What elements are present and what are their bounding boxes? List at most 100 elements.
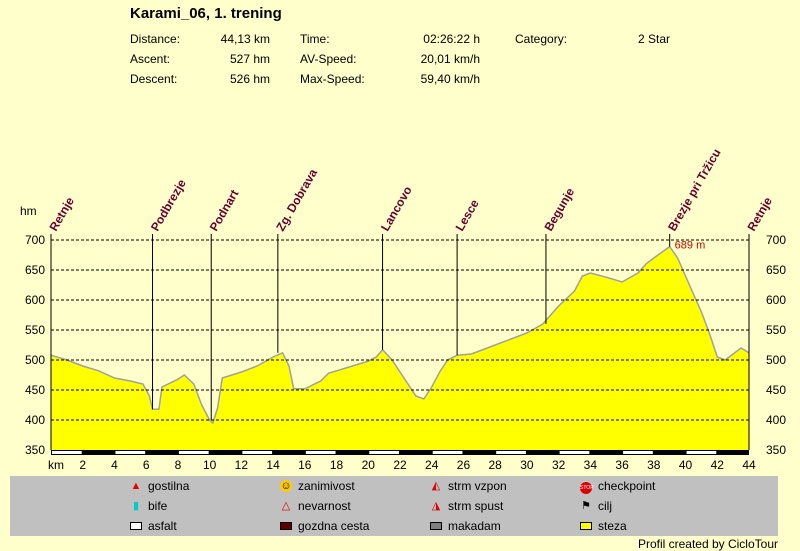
y-tick-label-right: 350 — [766, 443, 786, 457]
legend-label: checkpoint — [598, 479, 656, 493]
legend-label: zanimivost — [298, 479, 355, 493]
x-tick-label: 20 — [362, 458, 376, 472]
waypoint-label: Brezje pri Tržicu — [665, 146, 723, 233]
x-tick-label: 32 — [552, 458, 566, 472]
x-tick-label: 28 — [489, 458, 503, 472]
legend-label: nevarnost — [298, 499, 351, 513]
x-tick-label: 4 — [111, 458, 118, 472]
asphalt-swatch — [130, 522, 142, 530]
legend-label: cilj — [598, 499, 612, 513]
x-tick-label: 44 — [742, 458, 756, 472]
legend-label: strm vzpon — [448, 479, 507, 493]
legend-item: steza — [580, 519, 627, 533]
x-tick-label: 26 — [457, 458, 471, 472]
y-tick-label-left: 700 — [25, 233, 45, 247]
distance-bar-segment — [242, 451, 273, 454]
waypoint-label: Retnje — [46, 194, 77, 233]
stat-value: 44,13 km — [220, 32, 270, 46]
x-tick-label: 22 — [393, 458, 407, 472]
danger-icon: △ — [281, 500, 291, 512]
stat-label: Time: — [300, 32, 330, 46]
y-tick-label-right: 500 — [766, 353, 786, 367]
stat-value: 20,01 km/h — [420, 52, 480, 66]
route-title: Karami_06, 1. trening — [130, 5, 282, 22]
legend-item: ◮ strm spust — [430, 499, 504, 513]
y-tick-label-right: 600 — [766, 293, 786, 307]
distance-bar-segment — [52, 451, 82, 454]
stat-value: 526 hm — [229, 72, 270, 86]
y-tick-label-right: 550 — [766, 323, 786, 337]
legend-label: strm spust — [448, 499, 504, 513]
waypoint-label: Lancovo — [378, 184, 415, 234]
stat-label: Descent: — [130, 72, 178, 86]
x-tick-label: 30 — [520, 458, 534, 472]
trail-swatch — [580, 522, 592, 530]
y-tick-label-left: 600 — [25, 293, 45, 307]
steep-climb-icon: ◭ — [431, 480, 441, 492]
legend-label: steza — [598, 519, 627, 533]
max-elevation-label: 689 m — [675, 240, 706, 252]
x-tick-label: 38 — [647, 458, 661, 472]
distance-bar — [51, 450, 749, 455]
legend-label: gozdna cesta — [298, 519, 370, 533]
y-tick-label-left: 350 — [25, 443, 45, 457]
waypoint-label: Retnje — [744, 194, 775, 233]
legend-label: gostilna — [148, 479, 190, 493]
distance-bar-segment — [623, 451, 653, 454]
x-tick-label: 40 — [679, 458, 693, 472]
distance-bar-segment — [178, 451, 209, 454]
x-tick-label: 10 — [203, 458, 217, 472]
y-tick-label-left: 500 — [25, 353, 45, 367]
distance-bar-segment — [686, 451, 717, 454]
legend-item: ◭ strm vzpon — [430, 479, 507, 493]
y-tick-label-right: 700 — [766, 233, 786, 247]
stat-value: 2 Star — [637, 32, 670, 46]
waypoint-label: Begunje — [541, 185, 577, 233]
smiley-icon: ☺ — [280, 480, 292, 492]
y-tick-label-left: 400 — [25, 413, 45, 427]
x-tick-label: 2 — [79, 458, 86, 472]
legend-item: STOP checkpoint — [580, 479, 656, 494]
waypoint-label: Podbrezje — [148, 177, 189, 234]
x-tick-label: 36 — [615, 458, 629, 472]
legend-label: bife — [148, 499, 168, 513]
elevation-area — [51, 246, 749, 450]
stop-icon: STOP — [580, 480, 594, 494]
elevation-chart: 350 350 400 400 450 450 500 500 550 550 600 600 650 6… — [20, 146, 786, 472]
x-tick-label: 34 — [584, 458, 598, 472]
forest-road-swatch — [280, 522, 292, 530]
stat-label: Distance: — [130, 32, 181, 46]
stat-value: 527 hm — [229, 52, 270, 66]
x-tick-label: 24 — [425, 458, 439, 472]
y-tick-label-right: 650 — [766, 263, 786, 277]
y-tick-label-right: 400 — [766, 413, 786, 427]
restaurant-icon: ▲ — [130, 480, 142, 492]
legend-item: asfalt — [130, 519, 177, 533]
x-tick-label: 18 — [330, 458, 344, 472]
steep-descent-icon: ◮ — [431, 500, 441, 512]
legend-item: ▲ gostilna — [130, 479, 190, 493]
distance-bar-segment — [305, 451, 336, 454]
legend-item: ⚑ cilj — [580, 499, 612, 513]
legend-item: ☺ zanimivost — [280, 479, 355, 493]
distance-bar-segment — [369, 451, 399, 454]
x-tick-label: 42 — [711, 458, 725, 472]
waypoint-label: Lesce — [453, 197, 482, 234]
waypoint-label: Zg. Dobrava — [273, 166, 320, 233]
x-tick-label: 6 — [143, 458, 150, 472]
distance-bar-segment — [115, 451, 146, 454]
stat-value: 59,40 km/h — [420, 72, 480, 86]
distance-bar-segment — [559, 451, 590, 454]
legend-label: asfalt — [148, 519, 177, 533]
y-tick-label-left: 450 — [25, 383, 45, 397]
legend-label: makadam — [448, 519, 501, 533]
y-axis-label: hm — [20, 204, 37, 218]
stat-label: Ascent: — [130, 52, 171, 66]
legend: ▲ gostilna ☺ zanimivost ◭ strm vzpon STOP check… — [10, 476, 778, 536]
stat-label: Category: — [515, 32, 568, 46]
x-tick-label: 12 — [235, 458, 249, 472]
stat-value: 02:26:22 h — [423, 32, 480, 46]
distance-bar-segment — [432, 451, 463, 454]
y-tick-label-left: 550 — [25, 323, 45, 337]
finish-flag-icon: ⚑ — [581, 500, 591, 512]
